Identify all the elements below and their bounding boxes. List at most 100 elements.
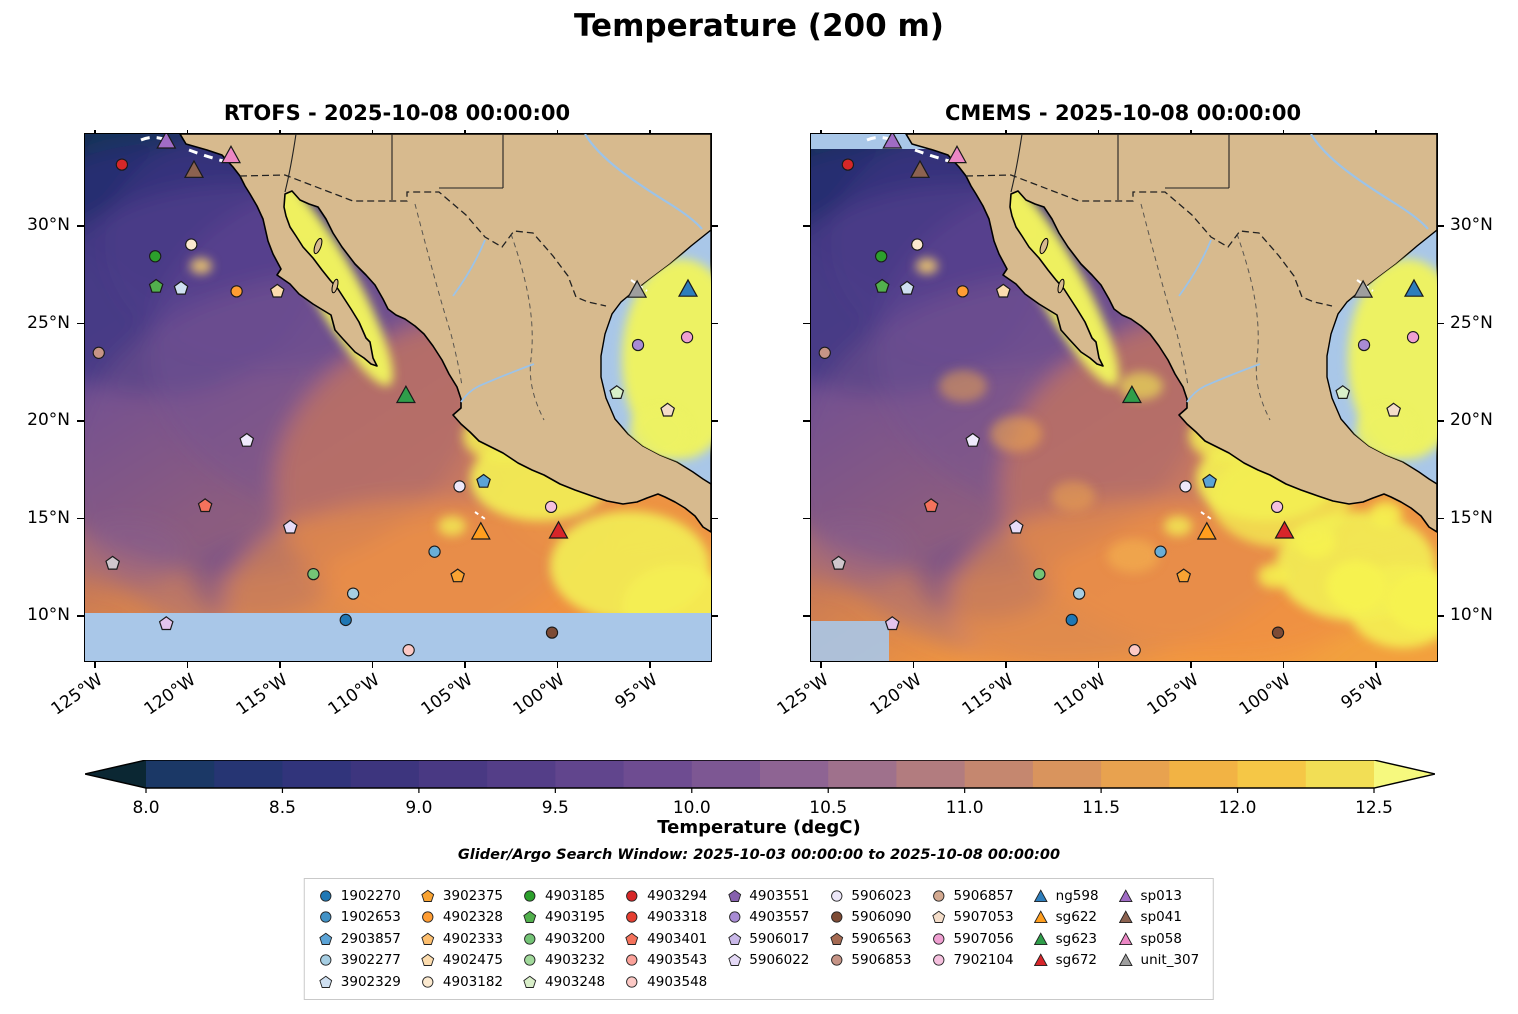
map-marker-4903401 <box>197 498 213 513</box>
legend-item-label: 5906090 <box>851 909 912 926</box>
colorbar-tick-label: 10.0 <box>672 798 711 818</box>
pentagon-marker-icon <box>727 889 741 902</box>
colorbar-tick-label: 11.5 <box>1082 798 1121 818</box>
legend-item-label: 3902375 <box>442 887 504 904</box>
x-tick-top <box>556 130 559 134</box>
legend-column-6: 5906023 5906090 5906563 5906853 <box>829 885 912 993</box>
map-marker-4902328 <box>956 285 969 298</box>
map-marker-5906853 <box>92 346 105 359</box>
map-marker-sg622 <box>1196 521 1217 540</box>
map-marker-sg622 <box>470 521 491 540</box>
y-tick-label: 25°N <box>27 312 70 333</box>
map-marker-ng598 <box>1403 278 1425 297</box>
map-marker-3902375 <box>450 568 466 583</box>
legend-item-label: unit_307 <box>1140 952 1200 969</box>
map-marker-4902328 <box>230 285 243 298</box>
legend-item-label: sg672 <box>1055 952 1098 969</box>
legend-item-1902653: 1902653 <box>319 907 401 929</box>
x-tick <box>649 661 651 668</box>
legend-item-4902475: 4902475 <box>421 950 503 972</box>
x-tick-top <box>1005 130 1007 134</box>
legend-item-label: 4903551 <box>749 887 810 904</box>
x-tick-label: 125°W <box>773 670 833 720</box>
y-tick-right <box>1437 322 1444 325</box>
legend-column-7: 5906857 5907053 5907056 7902104 <box>932 885 1014 993</box>
legend-item-5906022: 5906022 <box>727 950 809 972</box>
y-tick-label: 10°N <box>27 605 70 625</box>
x-tick-top <box>912 130 915 134</box>
x-tick-label: 105°W <box>1143 670 1203 720</box>
legend-item-4903182: 4903182 <box>421 971 503 993</box>
map-marker-sg672 <box>1274 520 1295 539</box>
y-tick-label: 15°N <box>1450 507 1493 528</box>
y-tick-right <box>711 517 718 520</box>
map-marker-3902375 <box>1176 568 1192 583</box>
map-marker-7902104 <box>1270 500 1284 513</box>
circle-marker-icon <box>626 911 638 923</box>
legend-item-label: 4903548 <box>647 973 708 990</box>
map-marker-3902329 <box>173 280 189 295</box>
x-tick-label: 115°W <box>232 670 292 720</box>
map-marker-unit_307 <box>627 279 648 298</box>
legend-item-label: 5907053 <box>953 909 1014 926</box>
circle-marker-icon <box>524 890 536 902</box>
triangle-marker-icon <box>1033 932 1048 945</box>
map-marker-5906022 <box>158 616 174 631</box>
legend-column-1: 1902270 1902653 2903857 3902277 3902329 <box>319 885 401 993</box>
circle-marker-icon <box>524 954 536 966</box>
legend-item-7902104: 7902104 <box>932 950 1014 972</box>
map-marker-5906857 <box>105 555 121 570</box>
map-marker-4902475 <box>269 283 285 298</box>
legend-column-5: 4903551 4903557 5906017 5906022 <box>727 885 809 993</box>
legend-item-label: 5906023 <box>851 887 912 904</box>
legend-item-5906023: 5906023 <box>829 885 912 907</box>
map-marker-unit_307 <box>1353 279 1374 298</box>
x-tick-top <box>464 130 466 134</box>
legend-item-5906857: 5906857 <box>932 885 1014 907</box>
y-tick-left <box>803 517 810 520</box>
map-marker-5906090 <box>1271 626 1285 639</box>
legend-column-4: 4903294 4903318 4903401 4903543 4903548 <box>625 885 707 993</box>
legend-item-label: ng598 <box>1055 887 1099 904</box>
x-tick-label: 100°W <box>1236 670 1295 720</box>
colorbar-tick-label: 12.5 <box>1355 798 1393 818</box>
map-marker-4903548 <box>402 644 415 657</box>
pentagon-marker-icon <box>523 910 537 924</box>
map-marker-sg672 <box>548 520 569 539</box>
triangle-marker-icon <box>1033 953 1048 967</box>
legend-item-sp013: sp013 <box>1118 885 1200 907</box>
map-marker-3902277 <box>1072 587 1086 600</box>
map-marker-4903232 <box>1033 567 1046 581</box>
map-marker-5906022 <box>1008 519 1024 534</box>
legend-item-label: 4903195 <box>545 909 606 926</box>
legend-item-sg623: sg623 <box>1033 928 1099 950</box>
triangle-marker-icon <box>1118 932 1133 945</box>
map-marker-5906022 <box>282 519 298 534</box>
legend-item-label: sp013 <box>1140 887 1182 904</box>
y-tick-right <box>711 322 718 325</box>
triangle-marker-icon <box>1118 910 1133 924</box>
legend-item-label: 4903557 <box>749 909 810 926</box>
legend-item-5907053: 5907053 <box>932 907 1014 929</box>
map-marker-5906090 <box>545 626 559 639</box>
pentagon-marker-icon <box>421 932 435 945</box>
panel-title-rtofs: RTOFS - 2025-10-08 00:00:00 <box>223 101 571 125</box>
x-tick <box>556 661 559 668</box>
x-tick <box>1190 661 1192 668</box>
colorbar-canvas <box>84 759 1436 793</box>
map-marker-4903294 <box>841 158 855 171</box>
legend-item-label: 4903232 <box>545 952 606 969</box>
triangle-marker-icon <box>1033 910 1048 924</box>
legend-item-4903248: 4903248 <box>523 971 605 993</box>
x-tick-top <box>186 130 189 134</box>
colorbar-tick-label: 8.0 <box>132 798 160 818</box>
map-marker-4903182 <box>185 238 198 251</box>
pentagon-marker-icon <box>319 932 333 945</box>
legend-item-4903232: 4903232 <box>523 950 605 972</box>
colorbar-label: Temperature (degC) <box>657 817 861 838</box>
map-marker-5907053 <box>660 402 676 417</box>
circle-marker-icon <box>320 890 332 902</box>
legend-item-4903548: 4903548 <box>625 971 707 993</box>
map-marker-4903294 <box>115 158 129 171</box>
y-tick-label: 10°N <box>1450 605 1493 625</box>
